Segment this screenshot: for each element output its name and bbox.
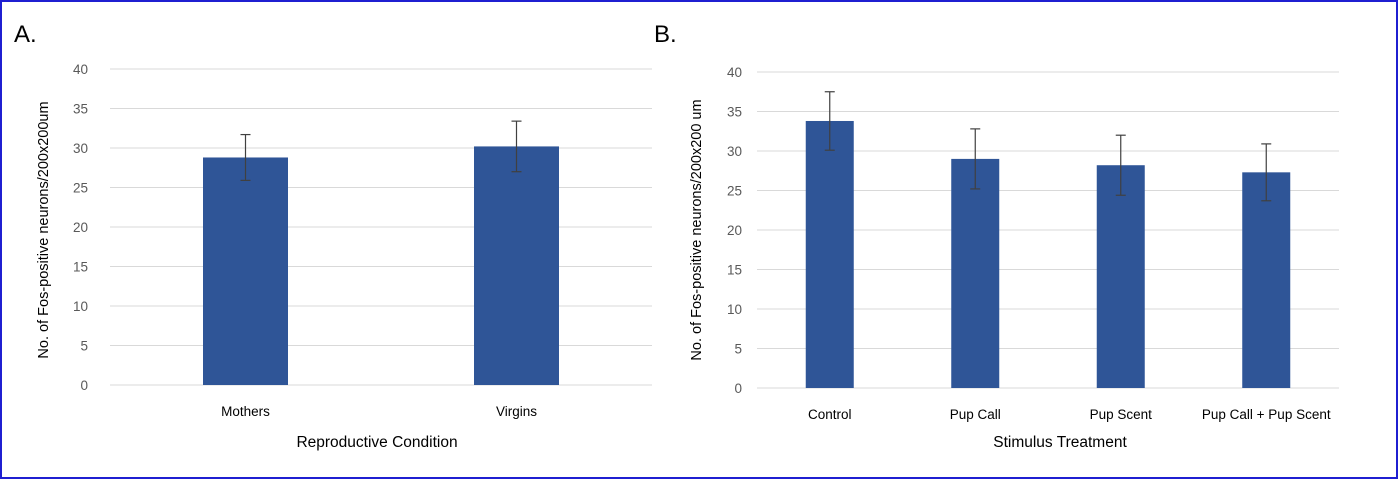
- panel-a-y-tick-label: 10: [73, 299, 88, 314]
- panel-a-y-tick-label: 0: [80, 378, 88, 393]
- panel-a-xlabel: Reproductive Condition: [296, 434, 457, 451]
- panel-a-category-label: Mothers: [221, 404, 270, 419]
- panel-a-ylabel: No. of Fos-positive neurons/200x200um: [36, 101, 52, 358]
- panel-a-y-tick-label: 35: [73, 102, 88, 117]
- panel-b-bar: [805, 120, 854, 388]
- panel-b-y-tick-label: 15: [727, 263, 742, 278]
- panel-a-y-tick-label: 15: [73, 260, 88, 275]
- panel-b-y-tick-label: 20: [727, 223, 742, 238]
- panel-b-category-label: Pup Scent: [1090, 407, 1153, 422]
- panel-a-chart: A. No. of Fos-positive neurons/200x200um…: [14, 21, 652, 451]
- panel-b-bar: [1096, 165, 1145, 388]
- panel-b-ylabel: No. of Fos-positive neurons/200x200 um: [689, 99, 705, 360]
- panel-b-chart: B. No. of Fos-positive neurons/200x200 u…: [654, 21, 1339, 451]
- panel-b-y-tick-label: 30: [727, 144, 742, 159]
- panel-b-bar: [951, 158, 1000, 388]
- panel-b-category-label: Pup Call + Pup Scent: [1202, 407, 1331, 422]
- panel-a-y-tick-label: 20: [73, 220, 88, 235]
- panel-a-category-label: Virgins: [496, 404, 537, 419]
- panel-b-y-tick-label: 40: [727, 65, 742, 80]
- panel-a-y-tick-label: 30: [73, 141, 88, 156]
- panel-b-category-label: Pup Call: [950, 407, 1001, 422]
- panel-b-y-tick-label: 35: [727, 105, 742, 120]
- panel-a-label: A.: [14, 21, 37, 48]
- panel-a-y-tick-label: 40: [73, 62, 88, 77]
- panel-b-y-tick-label: 5: [734, 342, 742, 357]
- panel-a-y-tick-label: 5: [80, 339, 88, 354]
- panel-b-xlabel: Stimulus Treatment: [993, 434, 1127, 451]
- panel-b-y-tick-label: 25: [727, 184, 742, 199]
- panel-b-bar: [1242, 172, 1291, 388]
- panel-a-y-tick-label: 25: [73, 181, 88, 196]
- panel-a-bar: [203, 157, 288, 385]
- panel-b-category-label: Control: [808, 407, 852, 422]
- panel-b-y-tick-label: 10: [727, 302, 742, 317]
- panel-a-bar: [474, 146, 559, 385]
- panel-b-label: B.: [654, 21, 677, 48]
- panel-b-y-tick-label: 0: [734, 381, 742, 396]
